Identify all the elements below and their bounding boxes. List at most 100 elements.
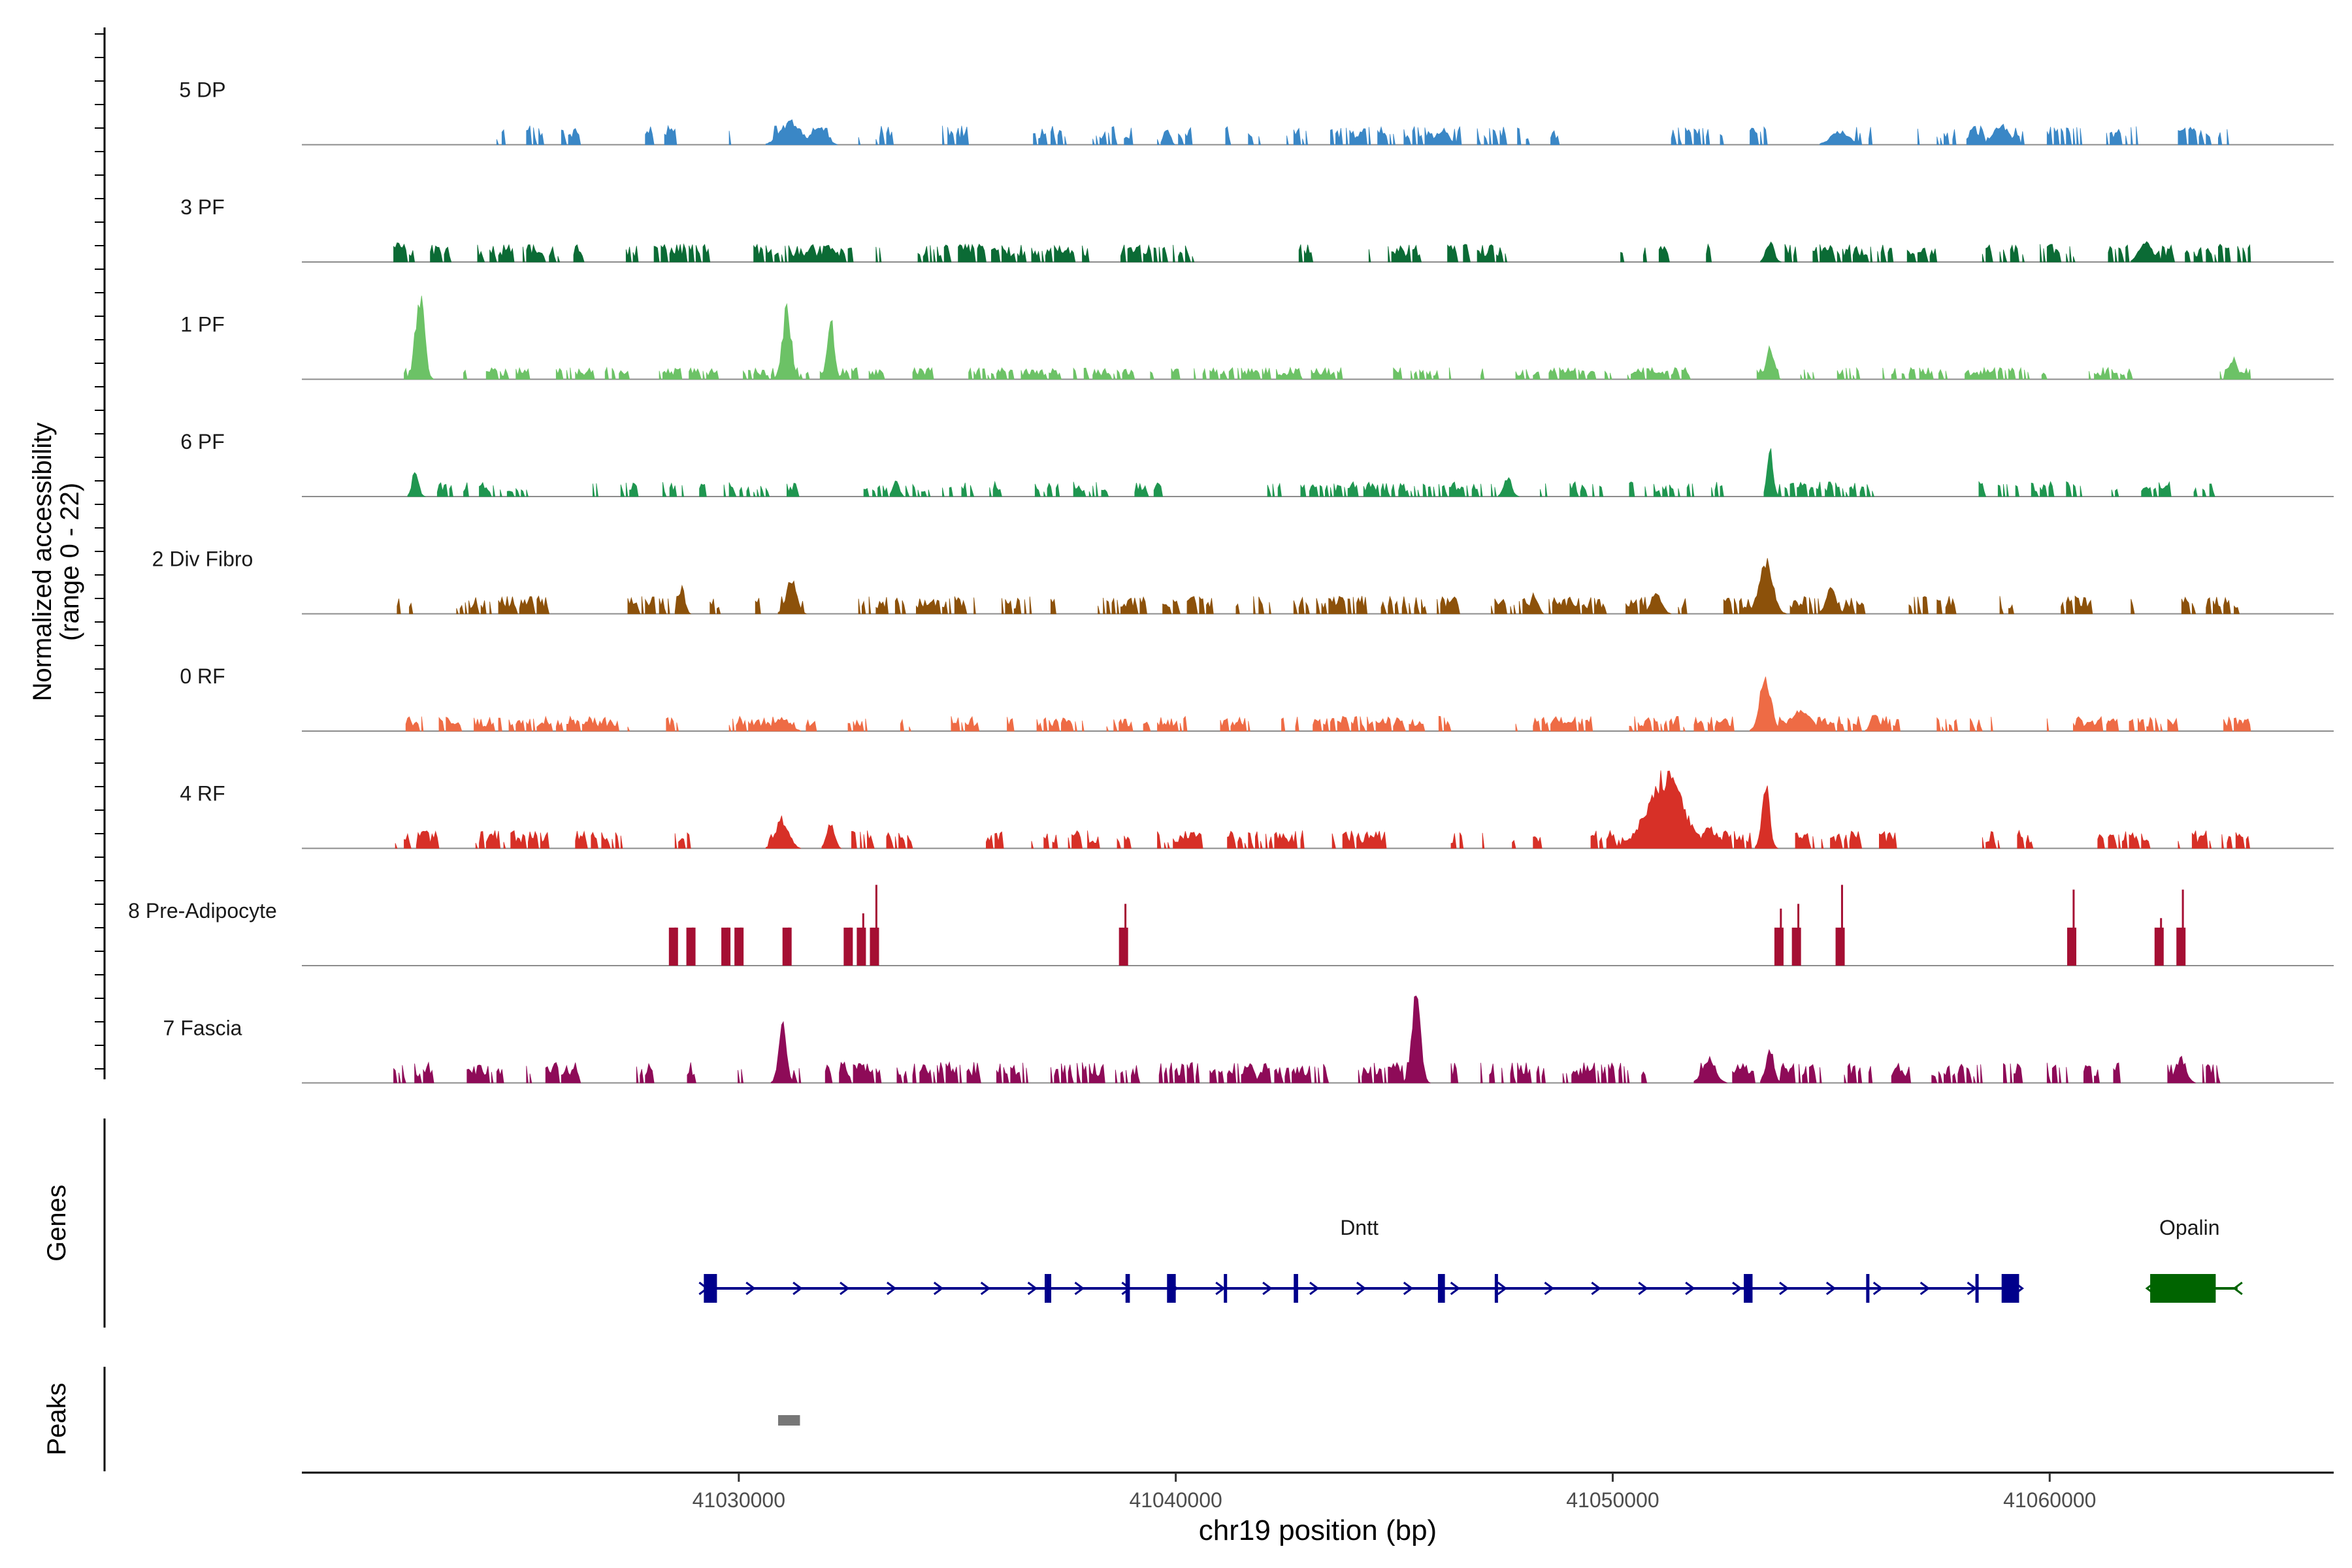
coverage-block (721, 927, 731, 966)
strand-arrow (1732, 1281, 1742, 1296)
strand-arrow (1215, 1281, 1226, 1296)
exon (1044, 1274, 1052, 1303)
coverage-track: 8 Pre-Adipocyte (128, 885, 2334, 966)
track-label: 6 PF (180, 430, 225, 453)
coverage-block-peak (2072, 889, 2075, 966)
coverage-block (2067, 927, 2077, 966)
strand-arrow (1825, 1281, 1837, 1296)
track-label: 3 PF (180, 195, 225, 219)
coverage-block-peak (691, 927, 694, 966)
coverage-block (1774, 927, 1784, 966)
x-tick-label: 41060000 (2003, 1488, 2096, 1512)
coverage-track: 6 PF (180, 430, 2334, 497)
exon (1975, 1274, 1979, 1303)
exon (1125, 1274, 1130, 1303)
coverage-block (686, 927, 696, 966)
coverage-area (393, 995, 2221, 1083)
exon (1224, 1274, 1228, 1303)
strand-arrow (1919, 1281, 1931, 1296)
peak-region (778, 1415, 800, 1426)
coverage-block (734, 927, 744, 966)
gene: Dntt (698, 1216, 2024, 1303)
strand-arrow (1309, 1281, 1320, 1296)
x-tick-label: 41030000 (693, 1488, 785, 1512)
exon (1494, 1274, 1498, 1303)
coverage-area (405, 676, 2251, 732)
peaks-panel-label: Peaks (42, 1382, 71, 1455)
strand-arrow (1544, 1281, 1554, 1296)
gene-label: Opalin (2159, 1216, 2220, 1239)
peaks-panel (778, 1415, 800, 1426)
coverage-block (843, 927, 853, 966)
coverage-block-peak (1840, 885, 1843, 966)
track-label: 2 Div Fibro (152, 547, 253, 571)
strand-arrow (1872, 1281, 1884, 1296)
coverage-block (2176, 927, 2186, 966)
coverage-track: 5 DP (179, 78, 2334, 146)
coverage-area (397, 558, 2240, 614)
strand-arrow (1967, 1281, 1978, 1296)
strand-arrow (1591, 1281, 1601, 1296)
strand-arrow (1027, 1281, 1038, 1296)
strand-arrow (1450, 1281, 1461, 1296)
coverage-area (404, 295, 2251, 380)
strand-arrow (1356, 1281, 1367, 1296)
coverage-tracks: 5 DP 3 PF 1 PF 6 PF 2 Div Fibro 0 RF 4 RF 8 Pre… (128, 78, 2334, 1084)
strand-arrow (980, 1281, 991, 1296)
coverage-block (668, 927, 678, 966)
strand-arrow (1403, 1281, 1414, 1296)
coverage-track: 1 PF (180, 295, 2334, 380)
strand-arrow (1262, 1281, 1273, 1296)
gene: Opalin (2145, 1216, 2243, 1303)
coverage-area (395, 770, 2251, 849)
strand-arrow (887, 1281, 897, 1296)
coverage-area (393, 241, 2251, 263)
strand-arrow (745, 1281, 756, 1296)
track-label: 1 PF (180, 313, 225, 336)
exon (704, 1274, 717, 1303)
coverage-block-peak (862, 913, 864, 966)
x-tick-label: 41040000 (1129, 1488, 1222, 1512)
track-label: 5 DP (179, 78, 225, 102)
y-axis-title: Normalized accessibility (28, 423, 57, 702)
coverage-block-peak (849, 927, 851, 966)
track-label: 7 Fascia (163, 1017, 242, 1040)
coverage-block-peak (2181, 889, 2184, 966)
genes-panel-label: Genes (42, 1184, 71, 1262)
strand-arrow (792, 1281, 803, 1296)
strand-arrow (1074, 1281, 1085, 1296)
coverage-track: 0 RF (180, 664, 2334, 732)
x-axis-title: chr19 position (bp) (1199, 1514, 1437, 1546)
coverage-track: 4 RF (180, 770, 2334, 849)
x-axis-ticks: 41030000 41040000 41050000 41060000 (693, 1473, 2096, 1512)
strand-arrow (933, 1281, 944, 1296)
track-label: 0 RF (180, 664, 225, 688)
strand-arrow (2232, 1281, 2243, 1296)
y-axis-subtitle: (range 0 - 22) (56, 483, 84, 641)
coverage-block-peak (1797, 904, 1800, 966)
coverage-block (782, 927, 792, 966)
gene-label: Dntt (1340, 1216, 1379, 1239)
coverage-block-peak (788, 927, 791, 966)
coverage-block-peak (727, 927, 729, 966)
coverage-block (2154, 927, 2164, 966)
exon (1744, 1274, 1753, 1303)
strand-arrow (1685, 1281, 1695, 1296)
coverage-block-peak (1124, 904, 1127, 966)
coverage-block-peak (2160, 918, 2163, 966)
coverage-block-peak (1780, 908, 1782, 966)
exon (1294, 1274, 1298, 1303)
strand-arrow (1638, 1281, 1648, 1296)
coverage-block (857, 927, 866, 966)
coverage-block (1835, 927, 1845, 966)
track-label: 4 RF (180, 782, 225, 806)
coverage-block-peak (674, 927, 677, 966)
genes-panel: Dntt Opalin (698, 1216, 2243, 1303)
coverage-block (1791, 927, 1801, 966)
strand-arrow (840, 1281, 850, 1296)
coverage-area (407, 448, 2215, 497)
exon (1437, 1274, 1445, 1303)
exon (2001, 1274, 2019, 1303)
coverage-block (870, 927, 879, 966)
